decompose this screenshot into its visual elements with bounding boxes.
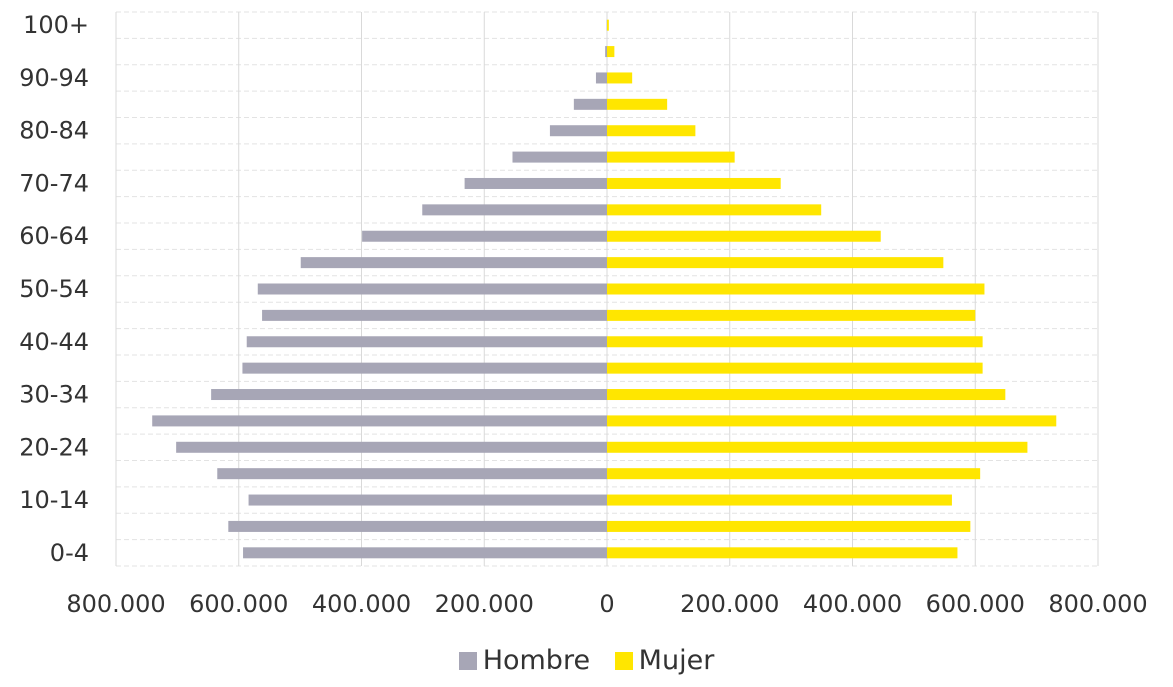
legend: Hombre Mujer [0, 645, 1173, 677]
bar-hombre-90-94 [595, 72, 607, 84]
bar-hombre-10-14 [248, 494, 607, 506]
bar-mujer-60-64 [607, 230, 881, 242]
y-tick-label: 10-14 [19, 486, 89, 514]
bar-mujer-95-99 [607, 46, 615, 58]
y-tick-label: 30-34 [19, 381, 89, 409]
x-tick-label: 800.000 [1048, 590, 1147, 618]
x-tick-label: 200.000 [435, 590, 534, 618]
x-tick-label: 600.000 [926, 590, 1025, 618]
bar-mujer-75-79 [607, 151, 735, 163]
legend-swatch-hombre [458, 651, 477, 670]
bar-hombre-5-9 [228, 520, 607, 532]
bar-hombre-0-4 [243, 547, 607, 559]
bar-hombre-70-74 [464, 177, 607, 189]
x-tick-label: 800.000 [66, 590, 165, 618]
legend-item-hombre: Hombre [458, 645, 591, 676]
bar-mujer-70-74 [607, 177, 781, 189]
bar-mujer-50-54 [607, 283, 985, 295]
bar-mujer-55-59 [607, 257, 944, 269]
x-tick-label: 400.000 [803, 590, 902, 618]
x-tick-label: 200.000 [680, 590, 779, 618]
y-tick-label: 50-54 [19, 275, 89, 303]
legend-swatch-mujer [614, 651, 633, 670]
bar-mujer-90-94 [607, 72, 633, 84]
x-tick-label: 600.000 [189, 590, 288, 618]
bar-mujer-15-19 [607, 468, 981, 480]
legend-label-mujer: Mujer [638, 645, 715, 676]
x-tick-label: 0 [599, 590, 614, 618]
bar-mujer-45-49 [607, 309, 976, 321]
bar-mujer-80-84 [607, 125, 696, 137]
y-tick-label: 40-44 [19, 328, 89, 356]
bar-mujer-40-44 [607, 336, 983, 348]
bar-mujer-20-24 [607, 441, 1028, 453]
bar-mujer-10-14 [607, 494, 952, 506]
y-tick-label: 70-74 [19, 169, 89, 197]
bar-hombre-15-19 [217, 468, 608, 480]
y-tick-label: 20-24 [19, 433, 89, 461]
y-tick-label: 60-64 [19, 222, 89, 250]
bar-hombre-80-84 [549, 125, 607, 137]
bar-hombre-65-69 [422, 204, 607, 216]
bar-hombre-50-54 [257, 283, 607, 295]
bar-mujer-25-29 [607, 415, 1057, 427]
bar-hombre-35-39 [242, 362, 607, 374]
bar-hombre-75-79 [512, 151, 607, 163]
bar-hombre-40-44 [246, 336, 607, 348]
x-tick-label: 400.000 [312, 590, 411, 618]
y-tick-label: 90-94 [19, 64, 89, 92]
bar-hombre-60-64 [362, 230, 607, 242]
bar-hombre-45-49 [262, 309, 607, 321]
bar-mujer-85-89 [607, 98, 668, 110]
bar-mujer-5-9 [607, 520, 971, 532]
bar-hombre-95-99 [605, 46, 607, 58]
bar-hombre-85-89 [573, 98, 607, 110]
bar-mujer-0-4 [607, 547, 958, 559]
bar-hombre-55-59 [300, 257, 607, 269]
y-tick-label: 80-84 [19, 117, 89, 145]
bar-hombre-20-24 [176, 441, 607, 453]
bar-mujer-100+ [607, 19, 609, 31]
chart-svg: 0-4 10-14 20-24 30-34 40-44 50-54 60-64 70-74 80… [19, 11, 1147, 618]
bar-mujer-30-34 [607, 389, 1006, 401]
legend-item-mujer: Mujer [614, 645, 715, 676]
bar-mujer-35-39 [607, 362, 983, 374]
bar-hombre-30-34 [211, 389, 607, 401]
y-tick-label: 0-4 [50, 539, 89, 567]
bar-hombre-25-29 [152, 415, 607, 427]
y-tick-label: 100+ [23, 11, 89, 39]
legend-label-hombre: Hombre [482, 645, 591, 676]
bar-mujer-65-69 [607, 204, 822, 216]
